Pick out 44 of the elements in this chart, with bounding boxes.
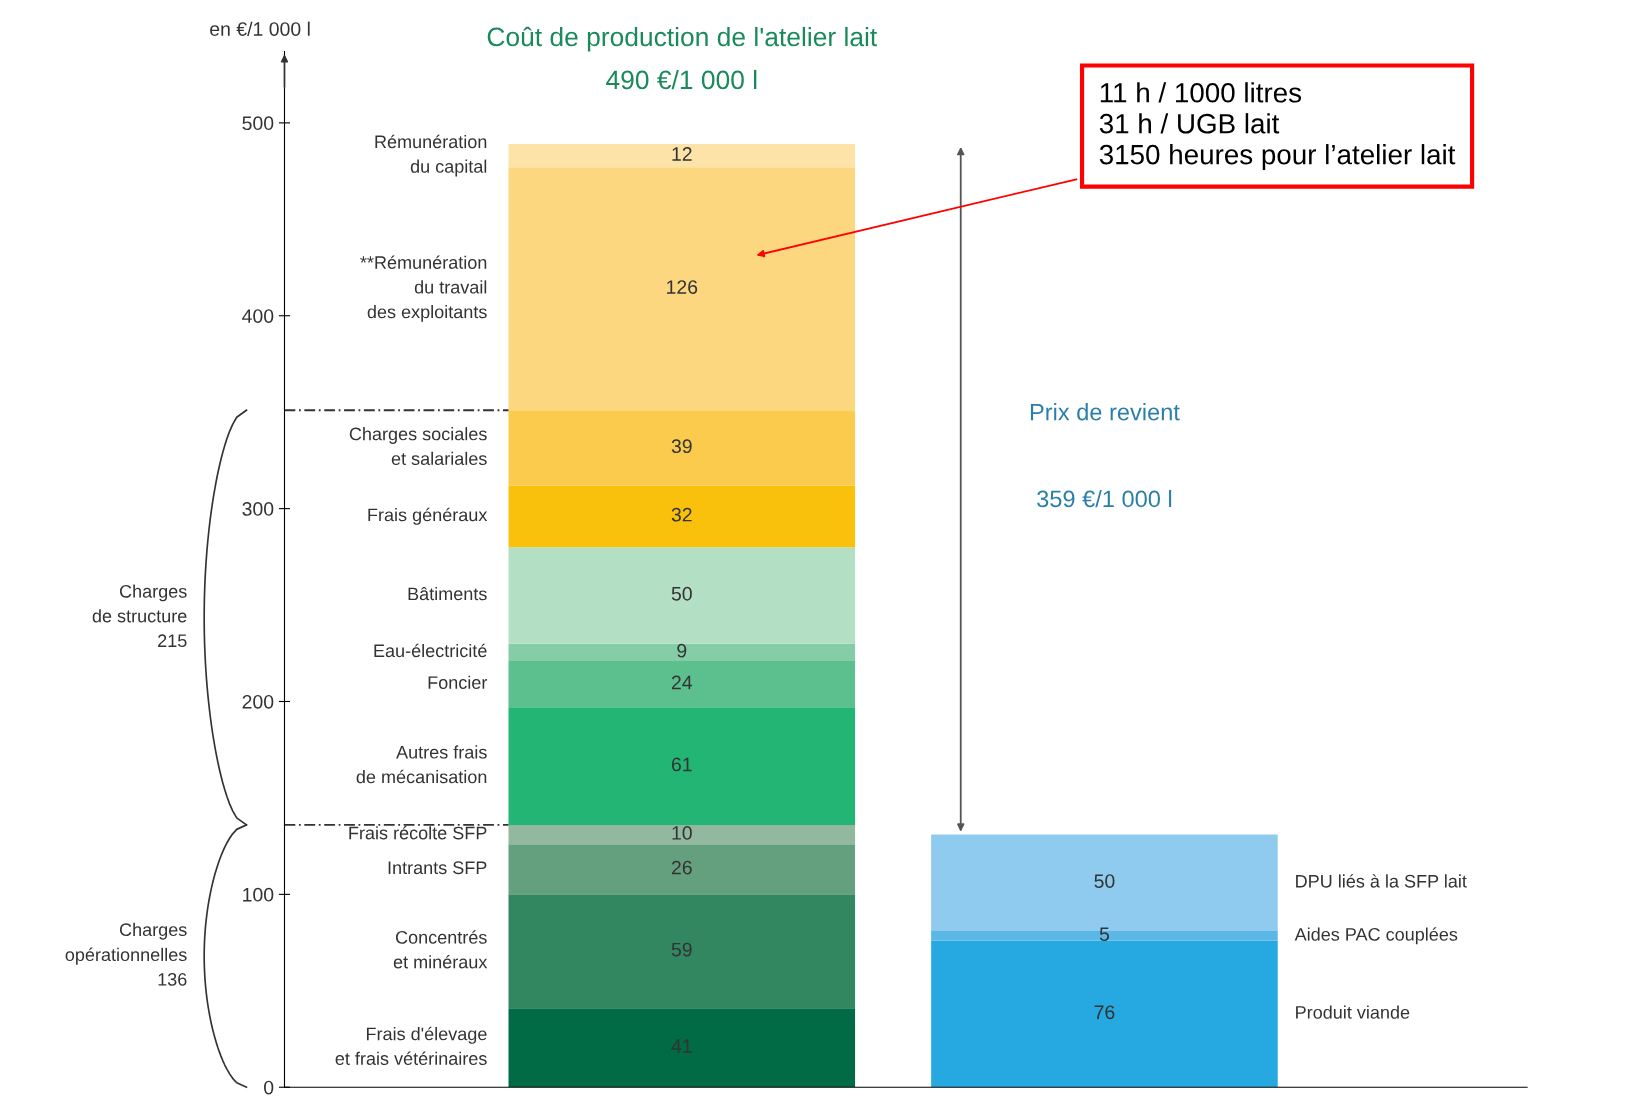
data-label: 50 <box>1094 874 1115 889</box>
y-tick-label: 0 <box>264 1080 274 1095</box>
y-tick-label: 500 <box>242 116 274 131</box>
series-label: Eau-électricité <box>374 643 487 658</box>
series-label: Bâtiments <box>408 586 487 601</box>
y-tick-label: 200 <box>242 694 274 709</box>
series-label: Produit viande <box>1296 1005 1410 1019</box>
data-label: 10 <box>672 826 692 840</box>
y-tick-label: 300 <box>242 502 274 516</box>
data-label: 76 <box>1094 1005 1115 1020</box>
series-label: Intrants SFP <box>388 861 487 875</box>
data-label: 61 <box>671 757 692 772</box>
annotation: Prix de revient <box>1030 403 1180 421</box>
series-label: Rémunération du capital <box>375 134 487 177</box>
data-label: 59 <box>671 942 692 957</box>
data-label: 24 <box>671 675 693 690</box>
y-tick-label: 400 <box>242 309 274 323</box>
data-label: 9 <box>677 643 687 658</box>
annotation: 359 €/1 000 l <box>1037 489 1172 508</box>
series-label: Charges sociales et salariales <box>349 427 487 466</box>
y-axis-title: en €/1 000 l <box>210 21 310 36</box>
series-label: Autres frais de mécanisation <box>356 745 487 784</box>
series-label: Aides PAC couplées <box>1294 927 1458 945</box>
data-label: 126 <box>667 280 698 294</box>
series-label: Frais généraux <box>368 507 488 525</box>
text: 490 €/1 000 l <box>606 69 757 90</box>
series-label: Concentrés et minéraux <box>393 930 488 969</box>
series-label: Frais d'élevage et frais vétérinaires <box>335 1026 487 1065</box>
chart-title: Coût de production de l'atelier lait <box>487 26 878 52</box>
data-label: 50 <box>671 586 692 601</box>
annotation: 11 h / 1000 litres 31 h / UGB lait 3150 heures pour l’atelier lait <box>1099 82 1456 170</box>
data-label: 32 <box>671 507 692 522</box>
data-label: 12 <box>672 147 692 161</box>
series-label: **Rémunération du travail des exploitants <box>360 255 487 322</box>
text: Charges de structure 215 <box>92 584 187 648</box>
data-label: 39 <box>671 439 692 454</box>
series-label: DPU liés à la SFP lait <box>1296 874 1467 888</box>
data-label: 5 <box>1099 927 1110 942</box>
y-tick-label: 100 <box>243 887 274 902</box>
series-label: Foncier <box>428 675 488 689</box>
data-label: 26 <box>671 860 692 875</box>
text: Charges opérationnelles 136 <box>65 922 187 986</box>
data-label: 41 <box>671 1039 692 1053</box>
series-label: Frais récolte SFP <box>349 825 487 840</box>
